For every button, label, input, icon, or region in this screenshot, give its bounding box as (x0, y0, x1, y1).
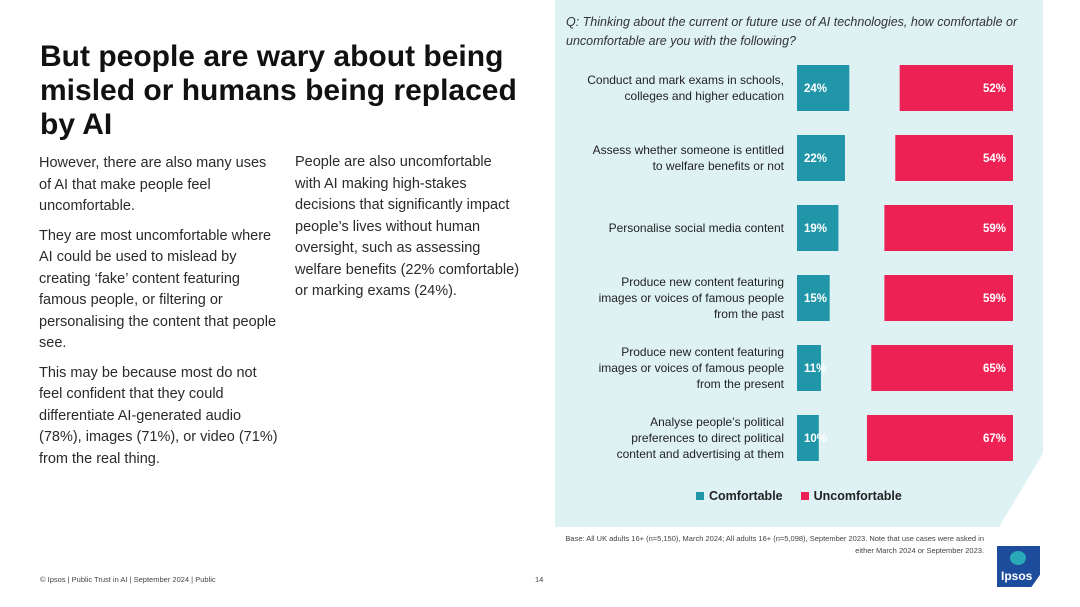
category-label: Conduct and mark exams in schools, colleg… (587, 73, 784, 103)
category-label-line: from the present (697, 377, 785, 391)
category-label-line: images or voices of famous people (599, 291, 785, 305)
comfortable-bar (797, 275, 830, 321)
legend-label-uncomfortable: Uncomfortable (813, 489, 902, 503)
uncomfortable-bar (895, 135, 1013, 181)
uncomfortable-value-label: 59% (983, 223, 1006, 235)
body-column-left: However, there are also many uses of AI … (39, 153, 279, 478)
comfortable-value-label: 10% (804, 433, 827, 445)
category-label-line: Conduct and mark exams in schools, (587, 73, 784, 87)
category-label-line: Assess whether someone is entitled (593, 143, 784, 157)
comfortable-bar (797, 135, 845, 181)
uncomfortable-bar (866, 415, 1013, 461)
comfortable-value-label: 19% (804, 223, 827, 235)
bar-chart: Conduct and mark exams in schools, colleg… (587, 65, 1013, 461)
uncomfortable-bar (884, 275, 1013, 321)
logo-text: Ipsos (1001, 569, 1033, 583)
uncomfortable-value-label: 54% (983, 153, 1006, 165)
category-label-line: Produce new content featuring (621, 345, 784, 359)
legend-item-comfortable: Comfortable (696, 489, 783, 503)
category-label-line: Personalise social media content (609, 221, 785, 235)
comfortable-bar (797, 205, 839, 251)
survey-question: Q: Thinking about the current or future … (566, 15, 1018, 48)
comfortable-value-label: 24% (804, 83, 827, 95)
uncomfortable-bar (899, 65, 1013, 111)
category-label-line: to welfare benefits or not (653, 159, 785, 173)
page-number: 14 (535, 575, 544, 584)
legend-label-comfortable: Comfortable (709, 489, 783, 503)
category-label-line: Produce new content featuring (621, 275, 784, 289)
category-label-line: colleges and higher education (625, 89, 784, 103)
uncomfortable-value-label: 52% (983, 83, 1006, 95)
uncomfortable-value-label: 67% (983, 433, 1006, 445)
category-label-line: from the past (714, 307, 785, 321)
uncomfortable-bar (884, 205, 1013, 251)
body-column-right: People are also uncomfortable with AI ma… (295, 152, 520, 311)
comfortable-value-label: 11% (804, 363, 826, 375)
comfortable-value-label: 15% (804, 293, 827, 305)
logo-mark-icon (1010, 551, 1026, 565)
legend-item-uncomfortable: Uncomfortable (800, 489, 902, 503)
body-paragraph: However, there are also many uses of AI … (39, 155, 267, 214)
page-title: But people are wary about being misled o… (40, 40, 517, 141)
uncomfortable-bar (871, 345, 1013, 391)
category-label: Produce new content featuring images or v… (599, 345, 785, 391)
chart-legend: Comfortable Uncomfortable (696, 489, 902, 503)
category-label: Produce new content featuring images or v… (599, 275, 785, 321)
body-paragraph: They are most uncomfortable where AI cou… (39, 227, 277, 352)
legend-swatch-comfortable (696, 492, 704, 500)
legend-swatch-uncomfortable (800, 492, 809, 500)
category-label-line: images or voices of famous people (599, 361, 785, 375)
category-label: Assess whether someone is entitled to wel… (593, 143, 785, 173)
ipsos-logo: Ipsos (997, 546, 1040, 587)
body-paragraph: This may be because most do not feel con… (39, 364, 278, 467)
category-label-line: preferences to direct political (631, 431, 784, 445)
body-paragraph: People are also uncomfortable with AI ma… (295, 154, 520, 299)
uncomfortable-value-label: 65% (983, 363, 1006, 375)
comfortable-bar (797, 415, 819, 461)
comfortable-bar (797, 345, 821, 391)
uncomfortable-value-label: 59% (983, 293, 1006, 305)
category-label: Analyse people’s political preferences to… (617, 415, 784, 461)
category-label-line: content and advertising at them (617, 447, 784, 461)
base-note: Base: All UK adults 16+ (n=5,150), March… (565, 534, 984, 555)
comfortable-value-label: 22% (804, 153, 827, 165)
category-label: Personalise social media content (609, 221, 785, 235)
footer-text: © Ipsos | Public Trust in AI | September… (40, 575, 216, 584)
category-label-line: Analyse people’s political (650, 415, 784, 429)
comfortable-bar (797, 65, 850, 111)
